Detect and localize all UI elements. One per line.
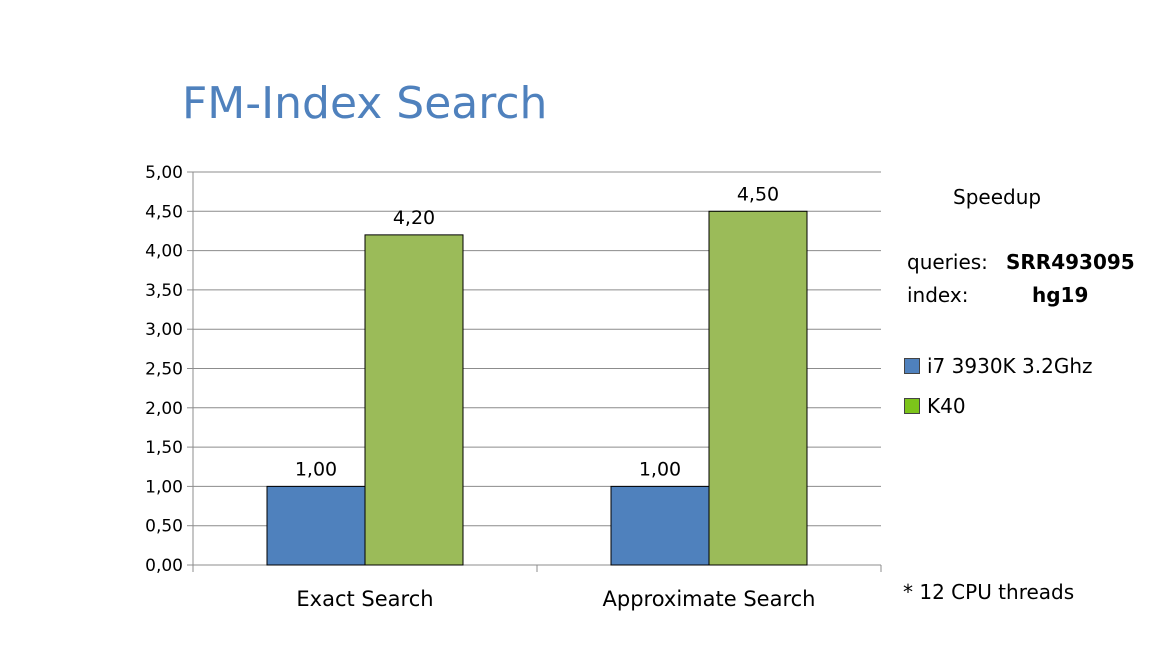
bar bbox=[266, 485, 366, 566]
bar bbox=[364, 234, 464, 566]
chart-title: FM-Index Search bbox=[182, 78, 548, 129]
legend-label-gpu: K40 bbox=[927, 394, 966, 418]
data-label: 4,50 bbox=[737, 183, 779, 205]
index-value: hg19 bbox=[1032, 283, 1089, 307]
data-label: 4,20 bbox=[393, 207, 435, 229]
y-tick-label: 0,50 bbox=[145, 517, 183, 537]
footnote: * 12 CPU threads bbox=[903, 580, 1075, 604]
y-tick-label: 0,00 bbox=[145, 556, 183, 576]
queries-label: queries: bbox=[907, 250, 988, 274]
legend-item-cpu: i7 3930K 3.2Ghz bbox=[904, 354, 1093, 378]
y-tick-label: 1,00 bbox=[145, 477, 183, 497]
y-tick-label: 4,00 bbox=[145, 242, 183, 262]
data-label: 1,00 bbox=[639, 458, 681, 480]
queries-value: SRR493095 bbox=[1006, 250, 1135, 274]
legend-label-cpu: i7 3930K 3.2Ghz bbox=[927, 354, 1093, 378]
y-tick-label: 4,50 bbox=[145, 202, 183, 222]
legend-swatch-cpu bbox=[904, 358, 920, 374]
data-label: 1,00 bbox=[295, 458, 337, 480]
y-tick-label: 2,50 bbox=[145, 360, 183, 380]
y-tick-label: 3,50 bbox=[145, 281, 183, 301]
y-tick-label: 2,00 bbox=[145, 399, 183, 419]
legend-item-gpu: K40 bbox=[904, 394, 966, 418]
x-tick-label: Approximate Search bbox=[603, 587, 816, 611]
speedup-heading: Speedup bbox=[953, 185, 1042, 209]
bar bbox=[708, 210, 808, 566]
y-tick-label: 1,50 bbox=[145, 438, 183, 458]
y-tick-label: 5,00 bbox=[145, 163, 183, 183]
y-tick-label: 3,00 bbox=[145, 320, 183, 340]
legend-swatch-gpu bbox=[904, 398, 920, 414]
index-label: index: bbox=[907, 283, 969, 307]
x-tick-label: Exact Search bbox=[296, 587, 433, 611]
bar bbox=[610, 485, 710, 566]
